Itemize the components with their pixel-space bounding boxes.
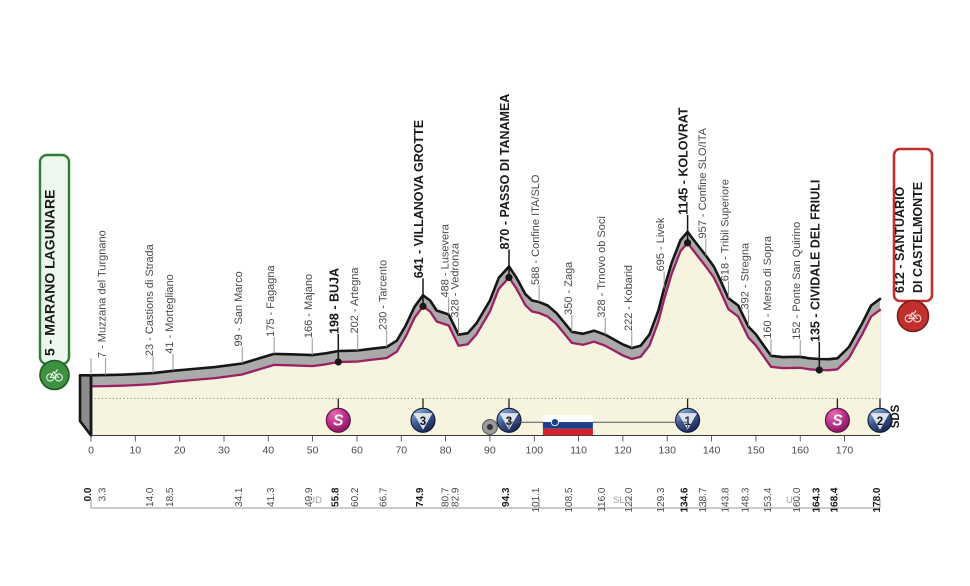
svg-text:202 - Artegna: 202 - Artegna (349, 267, 361, 334)
svg-text:70: 70 (395, 445, 407, 457)
svg-text:130: 130 (658, 445, 676, 457)
svg-text:178.0: 178.0 (872, 487, 883, 512)
svg-text:0.0: 0.0 (83, 487, 94, 501)
svg-text:612 - SANTUARIO: 612 - SANTUARIO (893, 186, 907, 293)
svg-text:30: 30 (218, 445, 230, 457)
svg-text:34.1: 34.1 (234, 487, 245, 507)
svg-text:148.3: 148.3 (740, 487, 751, 512)
svg-text:10: 10 (129, 445, 141, 457)
svg-text:S: S (832, 413, 843, 430)
svg-text:957 - Confine SLO/ITA: 957 - Confine SLO/ITA (697, 127, 709, 238)
svg-text:350 - Zaga: 350 - Zaga (563, 261, 575, 315)
svg-text:328 - Trnovo ob Soci: 328 - Trnovo ob Soci (596, 216, 608, 318)
svg-text:3.3: 3.3 (98, 487, 109, 501)
svg-text:140: 140 (703, 445, 721, 457)
svg-text:222 - Kobarid: 222 - Kobarid (623, 265, 635, 331)
svg-text:328 - Vedronza: 328 - Vedronza (450, 242, 462, 317)
svg-text:41 - Mortegliano: 41 - Mortegliano (164, 274, 176, 354)
svg-text:2: 2 (877, 416, 883, 428)
svg-text:110: 110 (570, 445, 587, 457)
svg-text:175 - Fagagna: 175 - Fagagna (265, 264, 277, 336)
svg-text:230 - Tarcento: 230 - Tarcento (378, 260, 390, 330)
svg-text:74.9: 74.9 (415, 487, 426, 507)
svg-text:695 - Livek: 695 - Livek (655, 217, 667, 271)
svg-text:14.0: 14.0 (145, 487, 156, 507)
svg-text:0: 0 (88, 445, 94, 457)
svg-text:150: 150 (747, 445, 765, 457)
svg-text:160 - Merso di Sopra: 160 - Merso di Sopra (762, 235, 774, 339)
svg-text:66.7: 66.7 (379, 487, 390, 507)
svg-text:SDS: SDS (890, 404, 902, 428)
svg-text:143.8: 143.8 (720, 487, 731, 512)
svg-text:198 - BUJA: 198 - BUJA (327, 268, 341, 334)
svg-text:60.2: 60.2 (350, 487, 361, 507)
svg-text:870 - PASSO DI TANAMEA: 870 - PASSO DI TANAMEA (498, 94, 512, 250)
svg-text:641 - VILLANOVA GROTTE: 641 - VILLANOVA GROTTE (412, 120, 426, 278)
svg-text:168.4: 168.4 (829, 487, 840, 512)
svg-text:134.6: 134.6 (680, 487, 691, 512)
svg-text:3: 3 (420, 416, 426, 428)
svg-text:5 - MARANO LAGUNARE: 5 - MARANO LAGUNARE (42, 190, 58, 356)
svg-text:SLO: SLO (613, 495, 632, 506)
svg-text:152 - Ponte San Quirino: 152 - Ponte San Quirino (791, 222, 803, 340)
svg-text:41.3: 41.3 (266, 487, 277, 507)
svg-text:40: 40 (262, 445, 274, 457)
svg-text:108.5: 108.5 (564, 487, 575, 512)
svg-text:18.5: 18.5 (165, 487, 176, 507)
svg-text:618 - Tribil Superiore: 618 - Tribil Superiore (719, 179, 731, 281)
svg-text:135 - CIVIDALE DEL FRIULI: 135 - CIVIDALE DEL FRIULI (808, 180, 822, 342)
svg-text:82.9: 82.9 (451, 487, 462, 507)
svg-text:120: 120 (614, 445, 632, 457)
svg-text:55.8: 55.8 (330, 487, 341, 507)
svg-text:80: 80 (440, 445, 452, 457)
svg-text:UD: UD (308, 495, 322, 506)
svg-text:392 - Stregna: 392 - Stregna (739, 242, 751, 310)
svg-text:1145 - KOLOVRAT: 1145 - KOLOVRAT (677, 107, 691, 215)
svg-text:100: 100 (526, 445, 544, 457)
svg-text:170: 170 (836, 445, 854, 457)
svg-text:50: 50 (307, 445, 319, 457)
svg-text:129.3: 129.3 (656, 487, 667, 512)
svg-text:166 - Majano: 166 - Majano (303, 274, 315, 338)
svg-text:99 - San Marco: 99 - San Marco (233, 271, 245, 346)
svg-text:DI CASTELMONTE: DI CASTELMONTE (911, 182, 925, 293)
svg-text:588 - Confine ITA/SLO: 588 - Confine ITA/SLO (530, 174, 542, 285)
svg-text:20: 20 (174, 445, 186, 457)
svg-text:S: S (333, 413, 344, 430)
svg-text:60: 60 (351, 445, 363, 457)
svg-text:UD: UD (786, 495, 800, 506)
svg-text:138.7: 138.7 (698, 487, 709, 512)
svg-text:94.3: 94.3 (501, 487, 512, 507)
svg-text:153.4: 153.4 (763, 487, 774, 512)
svg-text:7 - Muzzana del Turgnano: 7 - Muzzana del Turgnano (97, 230, 109, 358)
svg-text:160: 160 (791, 445, 809, 457)
svg-text:23 - Castions di Strada: 23 - Castions di Strada (144, 243, 156, 356)
svg-text:101.1: 101.1 (531, 487, 542, 512)
svg-text:90: 90 (484, 445, 496, 457)
svg-text:164.3: 164.3 (811, 487, 822, 512)
